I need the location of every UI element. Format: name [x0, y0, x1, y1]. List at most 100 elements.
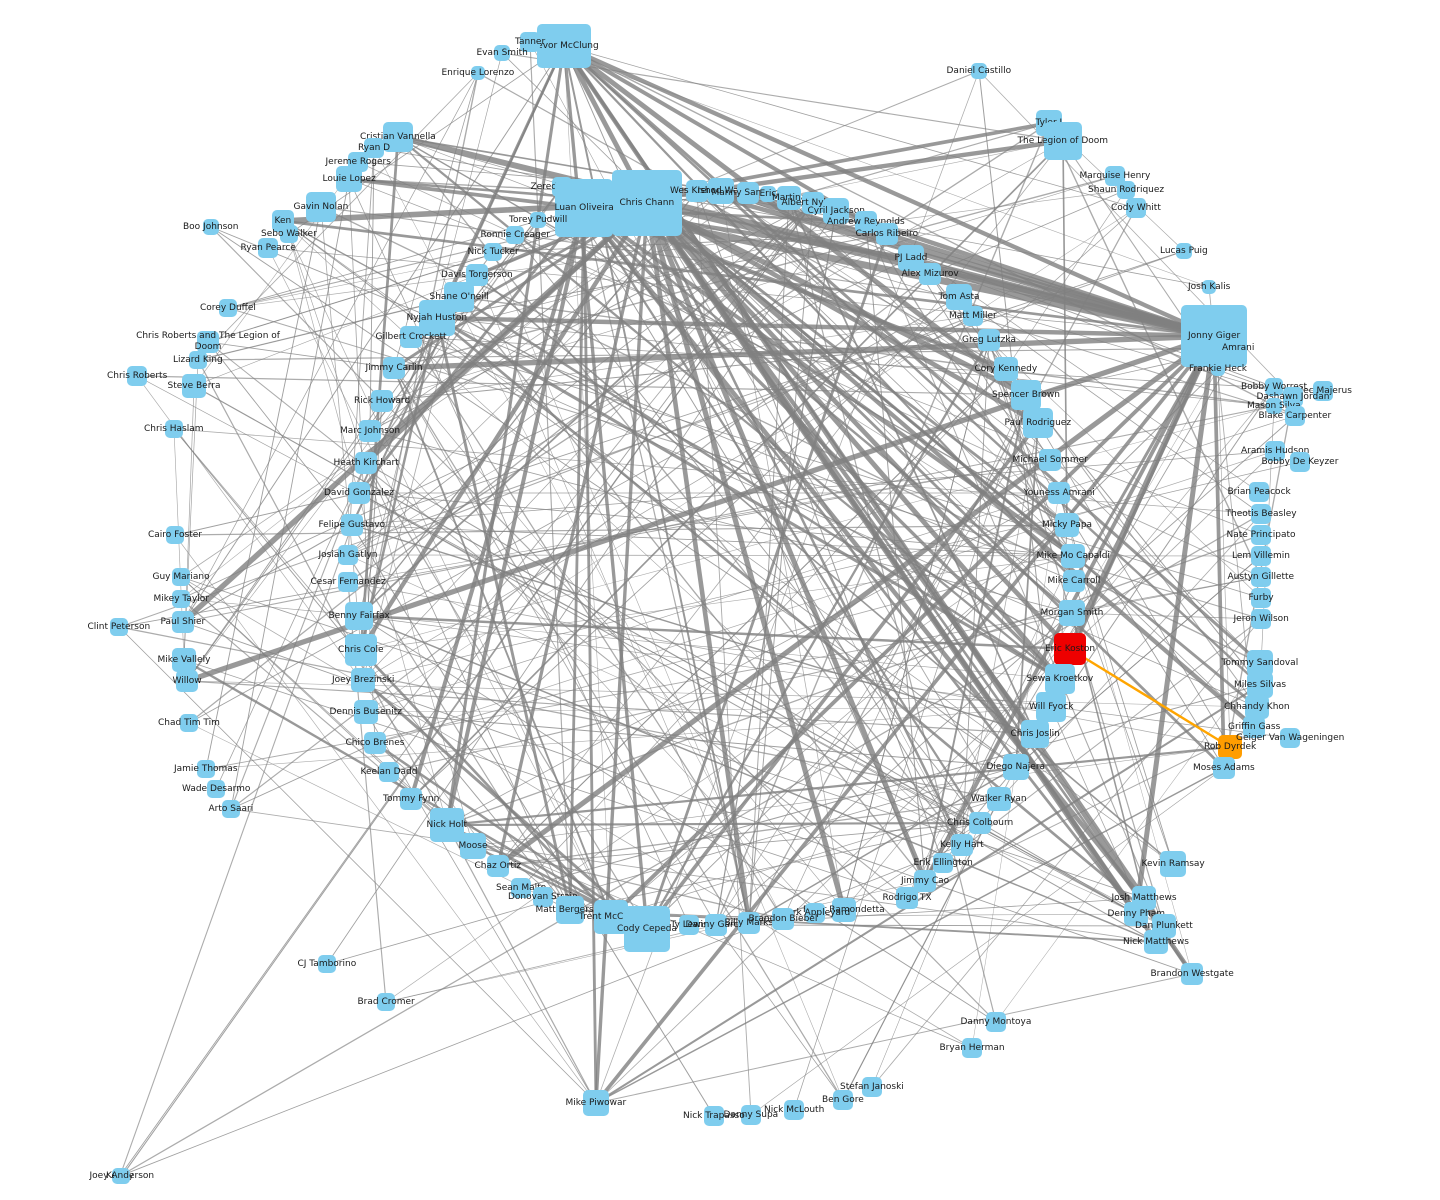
graph-node[interactable] [686, 180, 708, 202]
graph-node[interactable] [946, 284, 972, 310]
graph-node[interactable] [1044, 122, 1082, 160]
graph-node[interactable] [383, 357, 405, 379]
graph-node[interactable] [127, 366, 147, 386]
graph-node[interactable] [1036, 692, 1066, 722]
graph-node[interactable] [914, 870, 936, 892]
graph-node[interactable] [832, 898, 856, 922]
graph-node[interactable] [594, 900, 628, 934]
graph-node[interactable] [1211, 362, 1225, 376]
graph-node[interactable] [1251, 504, 1271, 524]
graph-node[interactable] [1160, 851, 1186, 877]
graph-node[interactable] [738, 912, 760, 934]
graph-node[interactable] [348, 482, 370, 504]
graph-node[interactable] [1247, 650, 1273, 676]
graph-node[interactable] [1181, 963, 1203, 985]
graph-node[interactable] [741, 1105, 761, 1125]
graph-node[interactable] [919, 263, 941, 285]
graph-node[interactable] [166, 526, 184, 544]
graph-node[interactable] [612, 170, 682, 236]
graph-node[interactable] [466, 264, 488, 286]
graph-node[interactable] [1266, 398, 1282, 414]
graph-node[interactable] [203, 219, 219, 235]
graph-node[interactable] [1251, 588, 1271, 608]
graph-node[interactable] [341, 514, 363, 536]
graph-node[interactable] [994, 357, 1018, 381]
graph-node[interactable] [679, 915, 699, 935]
graph-node[interactable] [430, 808, 464, 842]
graph-node[interactable] [987, 787, 1011, 811]
graph-node[interactable] [351, 668, 375, 692]
graph-node[interactable] [1251, 567, 1271, 587]
graph-node[interactable] [494, 45, 510, 61]
graph-node[interactable] [222, 800, 240, 818]
graph-node[interactable] [533, 887, 553, 907]
graph-node[interactable] [1126, 198, 1146, 218]
graph-node[interactable] [1003, 754, 1029, 780]
graph-node[interactable] [1249, 482, 1269, 502]
graph-node[interactable] [962, 1038, 982, 1058]
graph-node[interactable] [336, 166, 362, 192]
graph-node[interactable] [1054, 633, 1086, 665]
graph-node[interactable] [708, 178, 734, 204]
graph-node[interactable] [777, 186, 801, 210]
graph-node[interactable] [471, 66, 485, 80]
graph-node[interactable] [583, 1090, 609, 1116]
graph-node[interactable] [1063, 570, 1085, 592]
graph-node[interactable] [383, 122, 413, 152]
graph-node[interactable] [1039, 449, 1061, 471]
graph-node[interactable] [760, 186, 776, 202]
graph-node[interactable] [1176, 243, 1192, 259]
graph-node[interactable] [772, 908, 794, 930]
graph-node[interactable] [1045, 664, 1075, 694]
graph-node[interactable] [1313, 381, 1333, 401]
graph-node[interactable] [1247, 672, 1273, 698]
graph-node[interactable] [484, 243, 502, 261]
graph-node[interactable] [207, 780, 225, 798]
graph-node[interactable] [969, 812, 991, 834]
graph-node[interactable] [219, 299, 237, 317]
graph-node[interactable] [371, 390, 393, 412]
graph-node[interactable] [986, 1012, 1006, 1032]
graph-node[interactable] [1218, 735, 1242, 759]
graph-node[interactable] [506, 226, 524, 244]
graph-node[interactable] [180, 714, 198, 732]
graph-node[interactable] [345, 602, 373, 630]
graph-node[interactable] [537, 24, 591, 68]
graph-node[interactable] [520, 32, 540, 52]
graph-node[interactable] [784, 1100, 804, 1120]
graph-node[interactable] [1021, 720, 1049, 748]
graph-node[interactable] [1213, 757, 1235, 779]
graph-node[interactable] [1251, 525, 1271, 545]
graph-node[interactable] [1251, 609, 1271, 629]
graph-node[interactable] [823, 198, 849, 224]
graph-node[interactable] [172, 648, 196, 672]
graph-node[interactable] [876, 223, 898, 245]
graph-node[interactable] [189, 351, 207, 369]
graph-node[interactable] [855, 211, 877, 233]
graph-node[interactable] [1265, 441, 1285, 461]
graph-node[interactable] [197, 760, 215, 778]
graph-node[interactable] [1048, 482, 1070, 504]
graph-node[interactable] [172, 568, 190, 586]
graph-node[interactable] [951, 834, 973, 856]
graph-node[interactable] [862, 1077, 882, 1097]
graph-node[interactable] [1290, 452, 1310, 472]
graph-node[interactable] [555, 179, 613, 237]
graph-node[interactable] [1283, 387, 1303, 407]
graph-node[interactable] [355, 452, 377, 474]
graph-node[interactable] [1265, 378, 1283, 396]
graph-node[interactable] [833, 1090, 853, 1110]
graph-node[interactable] [802, 192, 824, 214]
graph-node[interactable] [1059, 600, 1085, 626]
graph-node[interactable] [705, 914, 727, 936]
graph-node[interactable] [172, 590, 190, 608]
graph-node[interactable] [364, 138, 384, 158]
graph-node[interactable] [978, 329, 1000, 351]
graph-node[interactable] [165, 420, 183, 438]
graph-node[interactable] [258, 238, 278, 258]
graph-node[interactable] [1055, 513, 1079, 537]
graph-node[interactable] [345, 634, 377, 666]
graph-node[interactable] [400, 788, 422, 810]
graph-node[interactable] [1243, 716, 1265, 738]
graph-node[interactable] [280, 225, 298, 243]
